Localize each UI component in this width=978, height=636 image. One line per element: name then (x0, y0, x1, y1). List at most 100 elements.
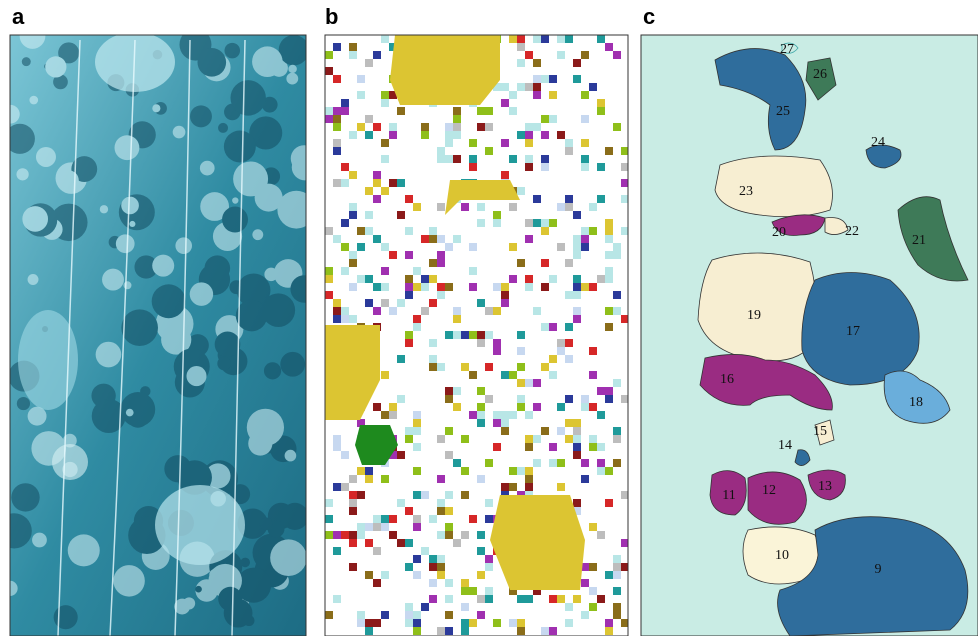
class-pixel (341, 243, 349, 251)
region-label: 17 (846, 324, 860, 339)
class-pixel (333, 307, 341, 315)
class-pixel (469, 331, 477, 339)
class-pixel (597, 387, 605, 395)
class-pixel (589, 347, 597, 355)
class-pixel (517, 403, 525, 411)
class-pixel (429, 227, 437, 235)
class-pixel (533, 435, 541, 443)
class-pixel (413, 467, 421, 475)
class-pixel (333, 435, 341, 443)
class-pixel (533, 123, 541, 131)
class-pixel (541, 35, 549, 43)
class-pixel (565, 603, 573, 611)
class-pixel (501, 283, 509, 291)
class-pixel (581, 459, 589, 467)
class-pixel (437, 155, 445, 163)
class-pixel (573, 251, 581, 259)
class-pixel (573, 307, 581, 315)
class-pixel (477, 339, 485, 347)
class-pixel (421, 307, 429, 315)
class-pixel (413, 419, 421, 427)
class-pixel (565, 259, 573, 267)
class-pixel (549, 443, 557, 451)
class-pixel (445, 507, 453, 515)
class-pixel (541, 363, 549, 371)
class-pixel (453, 115, 461, 123)
class-pixel (453, 315, 461, 323)
class-pixel (605, 395, 613, 403)
class-pixel (605, 43, 613, 51)
class-pixel (565, 291, 573, 299)
region-label: 19 (747, 308, 761, 323)
class-pixel (485, 307, 493, 315)
class-pixel (517, 331, 525, 339)
class-pixel (429, 515, 437, 523)
class-pixel (501, 171, 509, 179)
class-pixel (485, 499, 493, 507)
class-pixel (453, 235, 461, 243)
class-pixel (333, 43, 341, 51)
class-pixel (517, 131, 525, 139)
class-pixel (565, 203, 573, 211)
class-pixel (613, 459, 621, 467)
class-pixel (597, 195, 605, 203)
class-pixel (381, 523, 389, 531)
texture-spot (173, 126, 186, 139)
class-pixel (437, 555, 445, 563)
class-pixel (349, 539, 357, 547)
class-pixel (573, 435, 581, 443)
class-pixel (333, 483, 341, 491)
class-pixel (453, 387, 461, 395)
class-pixel (421, 547, 429, 555)
class-pixel (565, 395, 573, 403)
class-pixel (469, 515, 477, 523)
class-pixel (581, 611, 589, 619)
class-pixel (349, 171, 357, 179)
class-pixel (477, 387, 485, 395)
class-pixel (501, 291, 509, 299)
class-pixel (485, 147, 493, 155)
class-pixel (509, 619, 517, 627)
class-pixel (541, 75, 549, 83)
texture-spot (190, 282, 213, 305)
class-pixel (405, 283, 413, 291)
panel-label: a (12, 4, 25, 29)
class-pixel (605, 235, 613, 243)
class-pixel (605, 147, 613, 155)
class-pixel (477, 531, 485, 539)
class-pixel (365, 619, 373, 627)
class-pixel (429, 339, 437, 347)
class-pixel (349, 43, 357, 51)
class-pixel (525, 467, 533, 475)
texture-spot (100, 205, 108, 213)
class-pixel (437, 147, 445, 155)
class-pixel (413, 283, 421, 291)
texture-spot (22, 206, 48, 232)
class-pixel (541, 115, 549, 123)
class-pixel (589, 435, 597, 443)
class-pixel (557, 203, 565, 211)
class-pixel (485, 123, 493, 131)
class-pixel (565, 35, 573, 43)
class-pixel (365, 467, 373, 475)
panel-label: c (643, 4, 655, 29)
class-pixel (341, 531, 349, 539)
class-pixel (573, 443, 581, 451)
class-pixel (573, 283, 581, 291)
class-pixel (493, 619, 501, 627)
class-pixel (525, 475, 533, 483)
texture-spot (152, 104, 160, 112)
class-pixel (605, 219, 613, 227)
texture-spot (222, 207, 248, 233)
class-pixel (461, 619, 469, 627)
class-pixel (525, 595, 533, 603)
class-pixel (445, 523, 453, 531)
photo-panel (0, 23, 318, 636)
class-pixel (485, 395, 493, 403)
class-pixel (589, 587, 597, 595)
class-pixel (477, 475, 485, 483)
class-pixel (381, 187, 389, 195)
class-pixel (405, 507, 413, 515)
class-pixel (533, 83, 541, 91)
region-label: 18 (909, 395, 923, 410)
